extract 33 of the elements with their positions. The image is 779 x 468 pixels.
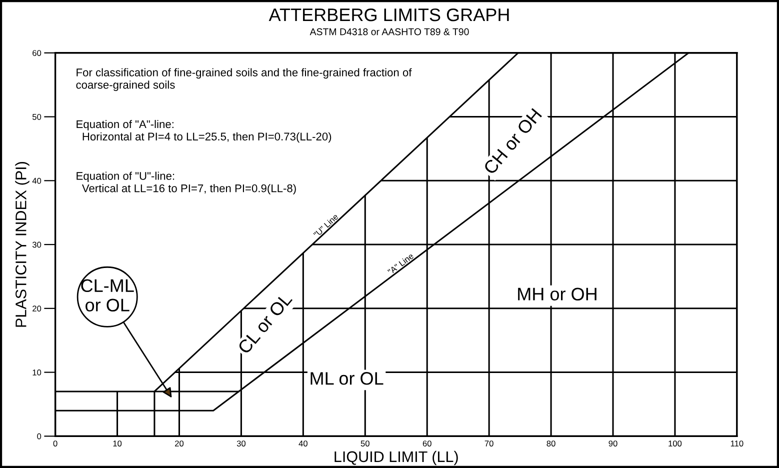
x-axis-title: LIQUID LIMIT (LL): [334, 450, 458, 466]
annotation: CL-ML or OL: [81, 279, 134, 312]
annotation: CL or OL: [237, 292, 293, 355]
x-tick-label: 50: [360, 440, 370, 446]
annotation: For classification of fine-grained soils and the fine-grained fraction of coarse-grained soils: [76, 68, 412, 91]
x-tick-label: 40: [298, 440, 308, 446]
x-tick-label: 20: [175, 440, 184, 446]
x-tick-label: 110: [730, 440, 744, 446]
y-tick-label: 10: [32, 369, 42, 376]
x-tick-label: 100: [668, 440, 682, 446]
annotation: Equation of "A"-line: Horizontal at PI=4 to LL=25.5, then PI=0.73(LL-20): [76, 120, 332, 143]
y-tick-label: 30: [32, 242, 42, 248]
annotation: Equation of "U"-line: Vertical at LL=16 to PI=7, then PI=0.9(LL-8): [76, 172, 296, 194]
text: "A" Line: [387, 252, 414, 275]
y-axis-title: PLASTICITY INDEX (PI): [15, 162, 30, 327]
x-tick-label: 60: [422, 440, 432, 446]
y-tick-label: 40: [32, 178, 42, 184]
annotation: ML or OL: [310, 372, 384, 385]
x-tick-label: 0: [53, 440, 58, 446]
y-tick-label: 20: [32, 306, 42, 312]
x-tick-label: 30: [236, 440, 246, 446]
y-tick-label: 0: [37, 433, 42, 440]
chart-subtitle: ASTM D4318 or AASHTO T89 & T90: [310, 28, 469, 36]
x-tick-label: 90: [608, 440, 618, 446]
text: "U" Line: [313, 213, 339, 238]
y-tick-label: 50: [32, 114, 42, 120]
chart-title: ATTERBERG LIMITS GRAPH: [268, 8, 509, 22]
y-tick-label: 60: [32, 50, 42, 56]
x-tick-label: 10: [113, 440, 122, 446]
annotation: CH or OH: [482, 108, 542, 176]
x-tick-label: 70: [484, 440, 494, 446]
x-tick-label: 80: [546, 440, 556, 446]
annotation: MH or OH: [518, 288, 596, 300]
